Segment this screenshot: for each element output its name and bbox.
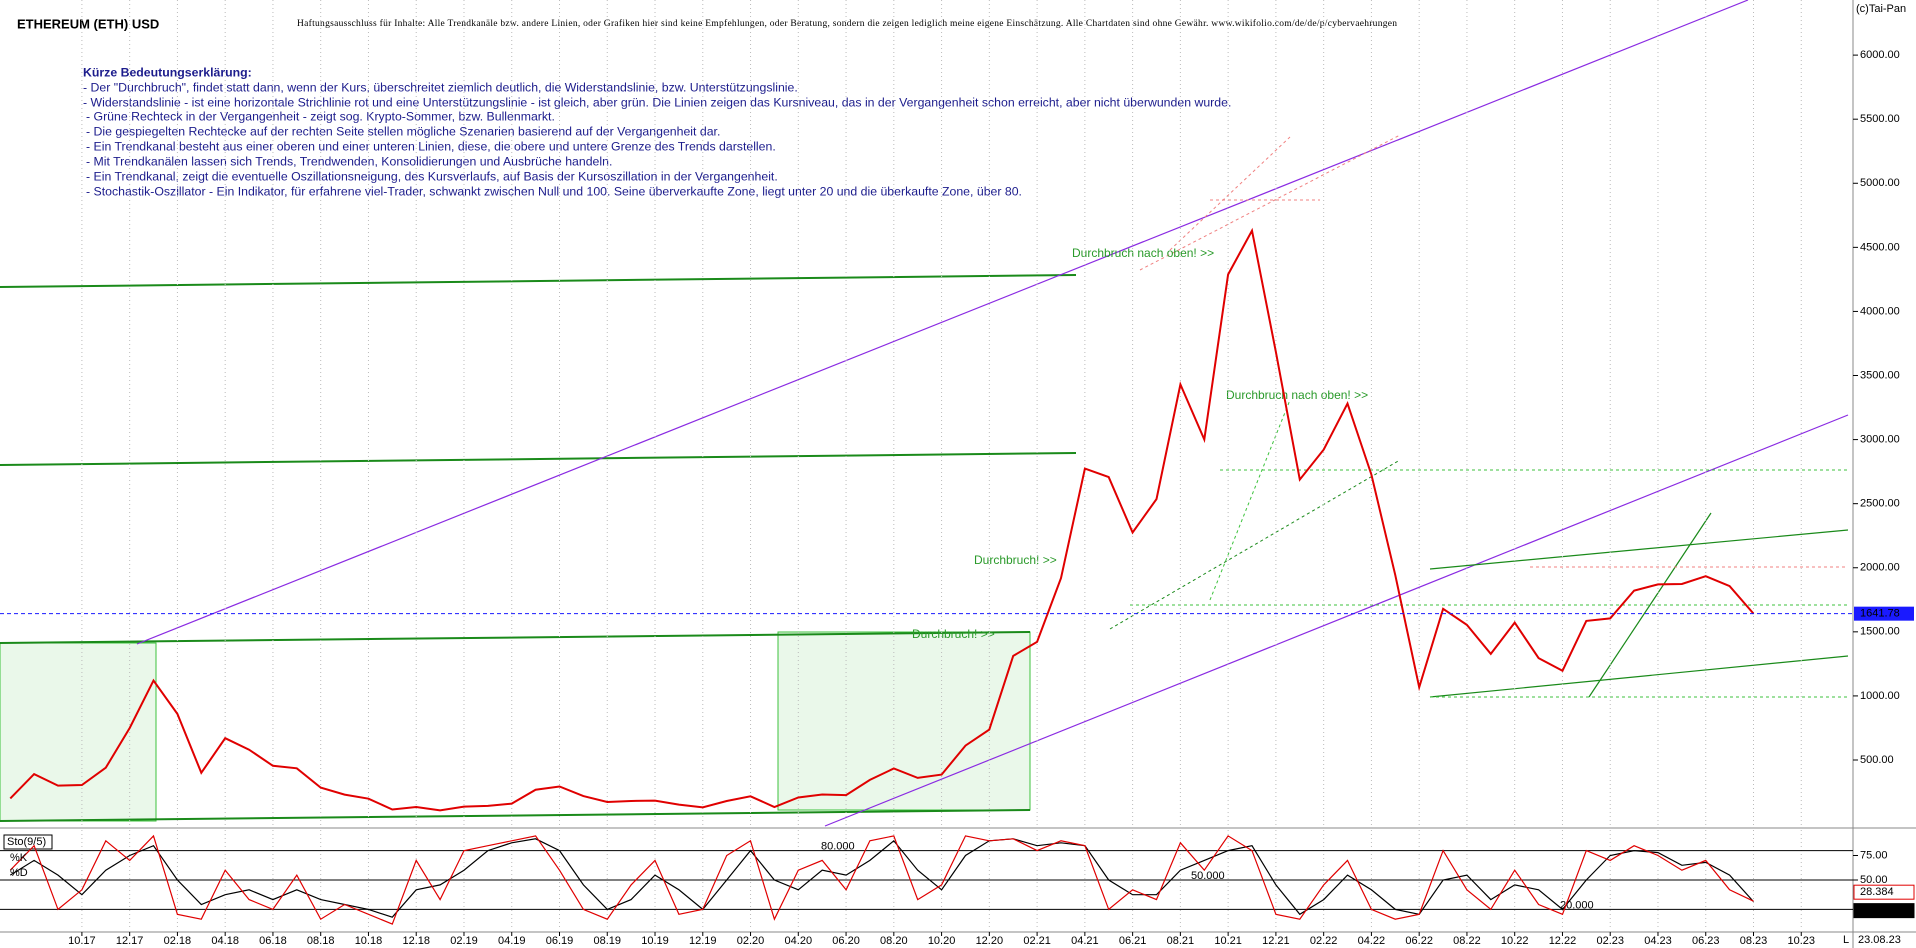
bull-box: [0, 642, 157, 822]
x-tick-label: 04.22: [1358, 935, 1386, 947]
x-tick-label: 02.18: [164, 935, 192, 947]
indicator-title: Sto(9/5): [7, 836, 46, 848]
notes-heading: Kürze Bedeutungserklärung:: [83, 65, 252, 79]
x-tick-label: 12.17: [116, 935, 144, 947]
note: - Mit Trendkanälen lassen sich Trends, T…: [86, 154, 612, 168]
x-tick-label: 12.21: [1262, 935, 1290, 947]
last-value-box: [1853, 884, 1915, 900]
legend-entry: %D: [10, 867, 28, 879]
trend-channel: [136, 0, 1749, 645]
x-tick-label: 08.22: [1453, 935, 1481, 947]
note: - Ein Trendkanal besteht aus einer obere…: [86, 139, 776, 153]
x-tick-label: 08.19: [593, 935, 621, 947]
note: - Stochastik-Oszillator - Ein Indikator,…: [86, 184, 1022, 198]
y-tick-label: 75.00: [1860, 849, 1888, 861]
x-tick-label: 10.19: [641, 935, 669, 947]
note: - Ein Trendkanal, zeigt die eventuelle O…: [86, 169, 778, 183]
x-tick-label: 04.19: [498, 935, 526, 947]
annotation: Durchbruch! >>: [912, 627, 995, 641]
note: - Die gespiegelten Rechtecke auf der rec…: [86, 124, 720, 138]
scale-mode: L: [1843, 934, 1849, 946]
x-tick-label: 10.23: [1787, 935, 1815, 947]
date: 23.08.23: [1858, 934, 1901, 946]
trend-line: [1109, 459, 1401, 630]
x-tick-label: 04.23: [1644, 935, 1672, 947]
y-tick-label: 5500.00: [1860, 113, 1900, 125]
last-price-box: [1854, 606, 1914, 621]
support-line: [0, 452, 1077, 466]
data-line: [9, 227, 1755, 812]
y-tick-label: 4000.00: [1860, 305, 1900, 317]
x-tick-label: 12.19: [689, 935, 717, 947]
level-label: 50.000: [1191, 870, 1225, 882]
support-line: [0, 631, 1031, 644]
y-tick-label: 3000.00: [1860, 433, 1900, 445]
x-tick-label: 12.20: [976, 935, 1004, 947]
data-line: [9, 834, 1754, 925]
notes: Kürze Bedeutungserklärung: - Der "Durchb…: [83, 65, 1231, 198]
x-tick-label: 08.20: [880, 935, 908, 947]
x-tick-label: 10.22: [1501, 935, 1529, 947]
y-tick-label: 4500.00: [1860, 241, 1900, 253]
x-tick-label: 04.20: [785, 935, 813, 947]
x-tick-label: 10.20: [928, 935, 956, 947]
y-tick-label: 3500.00: [1860, 369, 1900, 381]
resistance-line: [1139, 134, 1401, 271]
x-tick-label: 02.21: [1023, 935, 1051, 947]
x-tick-label: 10.17: [68, 935, 96, 947]
y-tick-label: 1000.00: [1860, 690, 1900, 702]
x-tick-label: 10.21: [1214, 935, 1242, 947]
last-price-label: 1641.78: [1860, 608, 1900, 620]
x-tick-label: 02.19: [450, 935, 478, 947]
trend-line: [1429, 655, 1849, 698]
annotation: Durchbruch nach oben! >>: [1226, 388, 1368, 402]
x-tick-label: 02.23: [1596, 935, 1624, 947]
note: - Der "Durchbruch", findet statt dann, w…: [83, 80, 798, 94]
y-tick-label: 2000.00: [1860, 562, 1900, 574]
y-tick-label: 6000.00: [1860, 49, 1900, 61]
trend-line: [1429, 529, 1849, 570]
level-label: 80.000: [821, 841, 855, 853]
x-tick-label: 06.21: [1119, 935, 1147, 947]
data-line: [9, 838, 1754, 918]
note: - Widerstandslinie - ist eine horizontal…: [83, 95, 1231, 109]
x-tick-label: 08.21: [1167, 935, 1195, 947]
x-tick-label: 08.23: [1740, 935, 1768, 947]
bull-box: [777, 631, 1031, 811]
copyright: (c)Tai-Pan: [1856, 3, 1906, 15]
support-line: [0, 274, 1077, 288]
x-tick-label: 10.18: [355, 935, 383, 947]
x-tick-label: 06.23: [1692, 935, 1720, 947]
x-tick-label: 12.18: [402, 935, 430, 947]
x-tick-label: 12.22: [1549, 935, 1577, 947]
x-tick-label: 06.20: [832, 935, 860, 947]
x-tick-label: 08.18: [307, 935, 335, 947]
indicator-box: [3, 834, 53, 850]
legend-entry: %K: [10, 852, 28, 864]
annotation: Durchbruch nach oben! >>: [1072, 246, 1214, 260]
x-tick-label: 04.21: [1071, 935, 1099, 947]
x-tick-label: 06.19: [546, 935, 574, 947]
trend-line: [1588, 512, 1712, 698]
last-value-label: 27.929: [1860, 905, 1894, 917]
chart-title: ETHEREUM (ETH) USD: [17, 16, 159, 31]
x-tick-label: 02.20: [737, 935, 765, 947]
x-tick-label: 06.22: [1405, 935, 1433, 947]
disclaimer: Haftungsausschluss für Inhalte: Alle Tre…: [297, 18, 1397, 29]
x-tick-label: 02.22: [1310, 935, 1338, 947]
annotation: Durchbruch! >>: [974, 553, 1057, 567]
last-value-box: [1853, 903, 1915, 919]
y-tick-label: 50.00: [1860, 874, 1888, 886]
y-tick-label: 5000.00: [1860, 177, 1900, 189]
x-tick-label: 06.18: [259, 935, 287, 947]
y-tick-label: 1500.00: [1860, 626, 1900, 638]
y-tick-label: 500.00: [1860, 754, 1894, 766]
y-tick-label: 2500.00: [1860, 498, 1900, 510]
trend-channel: [824, 414, 1849, 827]
x-tick-label: 04.18: [211, 935, 239, 947]
support-line: [0, 809, 1031, 822]
last-value-label: 28.384: [1860, 886, 1894, 898]
